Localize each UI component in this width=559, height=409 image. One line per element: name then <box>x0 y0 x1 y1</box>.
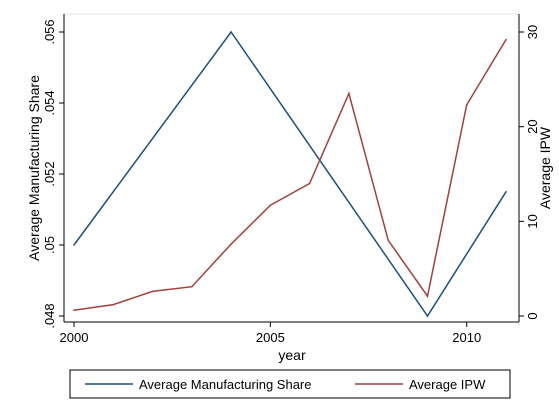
axes-group: .048 .05 .052 .054 .056 0 10 20 30 2000 2005 2010 <box>42 14 540 345</box>
data-point-ipw <box>348 92 350 95</box>
x-axis-label: year <box>278 347 306 363</box>
y-right-tick-label: 20 <box>525 119 540 133</box>
legend-box <box>69 369 511 399</box>
legend: Average Manufacturing Share Average IPW <box>69 369 511 399</box>
data-point-ipw <box>269 204 272 207</box>
data-point-ipw <box>426 295 429 297</box>
series-layer <box>73 30 507 318</box>
data-point-manufacturing-share <box>73 244 75 246</box>
x-tick-label: 2010 <box>452 330 481 345</box>
data-point-ipw <box>112 303 115 306</box>
data-point-ipw <box>308 182 311 185</box>
y-right-axis-label: Average IPW <box>537 126 553 209</box>
y-left-tick-label: .048 <box>42 303 57 328</box>
series-line-manufacturing-share <box>73 30 507 318</box>
data-point-ipw <box>151 290 154 293</box>
data-point-ipw <box>505 38 507 41</box>
y-right-tick-label: 10 <box>525 214 540 228</box>
y-right-tick-label: 30 <box>525 25 540 39</box>
data-point-manufacturing-share <box>426 315 429 317</box>
data-point-ipw <box>191 285 193 288</box>
legend-label-manufacturing-share: Average Manufacturing Share <box>139 377 311 392</box>
data-point-ipw <box>465 104 468 106</box>
y-left-axis-label: Average Manufacturing Share <box>26 75 42 261</box>
x-tick-label: 2000 <box>60 330 89 345</box>
data-point-ipw <box>230 243 232 245</box>
x-tick-label: 2005 <box>256 330 285 345</box>
data-point-ipw <box>73 309 75 312</box>
plot-region <box>63 13 520 323</box>
y-left-tick-label: .054 <box>42 90 57 115</box>
data-point-manufacturing-share <box>230 31 232 33</box>
y-left-tick-label: .052 <box>42 161 57 186</box>
legend-label-ipw: Average IPW <box>409 377 486 392</box>
data-point-manufacturing-share <box>505 190 507 193</box>
y-right-tick-label: 0 <box>525 312 540 319</box>
y-left-tick-label: .05 <box>42 236 57 254</box>
data-point-ipw <box>387 239 389 242</box>
y-left-tick-label: .056 <box>42 19 57 44</box>
series-line-ipw <box>73 39 507 312</box>
